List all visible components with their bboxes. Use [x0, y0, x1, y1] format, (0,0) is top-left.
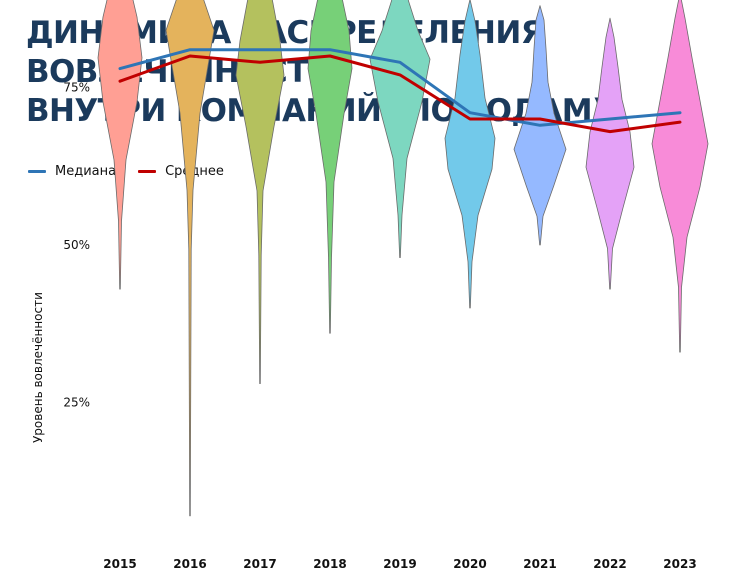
- x-tick-label-2017: 2017: [243, 557, 276, 571]
- legend-swatch-median: [28, 170, 46, 173]
- x-tick-label-2019: 2019: [383, 557, 416, 571]
- mean-line: [118, 54, 682, 134]
- violin-2016: [165, 0, 215, 517]
- y-tick-label: 50%: [63, 238, 90, 252]
- median-line: [118, 48, 682, 127]
- x-tick-label-2020: 2020: [453, 557, 486, 571]
- violin-2023: [651, 0, 709, 353]
- x-tick-label-2022: 2022: [593, 557, 626, 571]
- legend-swatch-mean: [138, 170, 157, 173]
- x-tick-label-2018: 2018: [313, 557, 346, 571]
- violin-2015: [97, 0, 143, 290]
- x-tick-label-2016: 2016: [173, 557, 206, 571]
- violin-2017: [235, 0, 285, 384]
- violin-2019: [369, 0, 431, 258]
- x-tick-label-2023: 2023: [663, 557, 696, 571]
- y-tick-label: 25%: [63, 396, 90, 410]
- legend-label-median: Медиана: [55, 164, 117, 179]
- violin-2022: [585, 17, 635, 290]
- violin-2020: [444, 0, 496, 309]
- y-tick-label: 75%: [63, 81, 90, 95]
- x-tick-label-2015: 2015: [103, 557, 136, 571]
- violin-2018: [307, 0, 353, 334]
- x-tick-label-2021: 2021: [523, 557, 556, 571]
- legend-item-median: Медиана: [28, 164, 116, 179]
